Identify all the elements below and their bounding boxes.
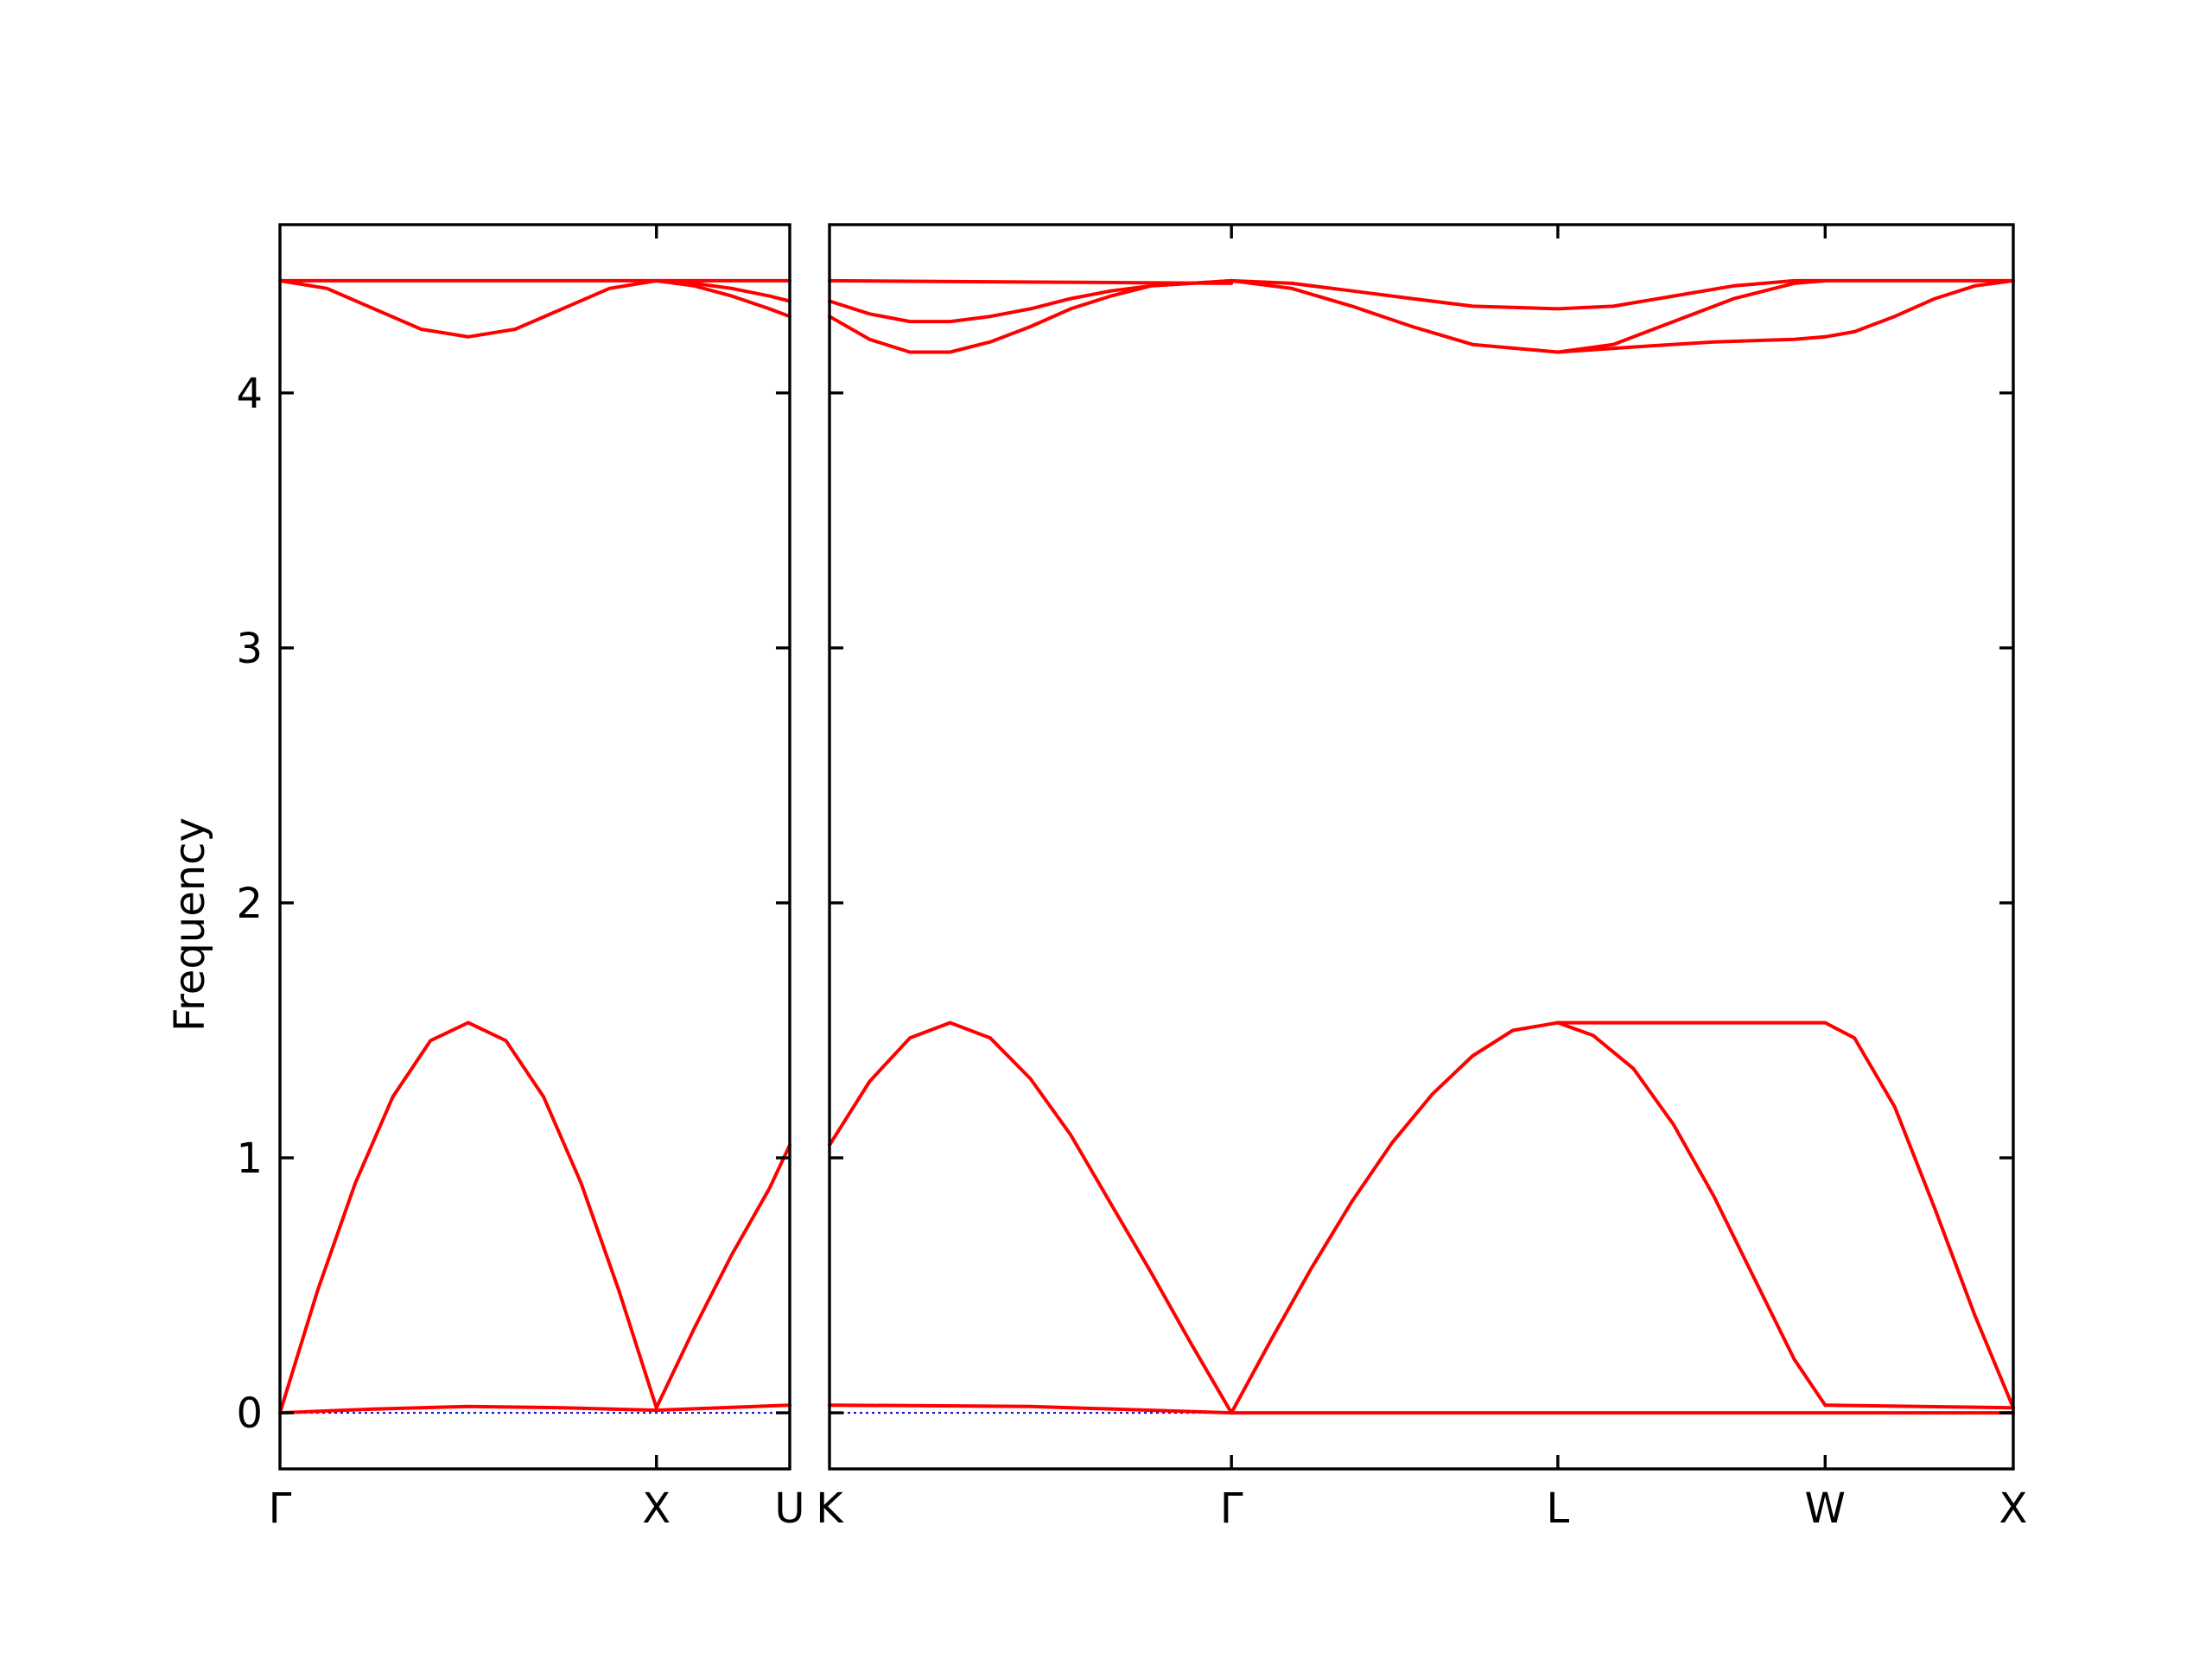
x-tick-label: L xyxy=(1547,1484,1570,1533)
y-tick-label: 3 xyxy=(236,625,263,673)
phonon-band-6 xyxy=(828,1403,1234,1415)
phonon-band-13 xyxy=(1555,278,1827,354)
phonon-band-2 xyxy=(654,1143,791,1410)
phonon-band-5 xyxy=(278,278,658,339)
phonon-band-4 xyxy=(1555,1020,2015,1410)
y-tick-label: 1 xyxy=(236,1135,263,1183)
x-tick-label: U xyxy=(774,1484,804,1533)
phonon-band-10 xyxy=(828,278,1234,354)
phonon-band-9 xyxy=(828,278,1234,324)
phonon-band-2 xyxy=(1230,1020,1560,1415)
phonon-band-5 xyxy=(1823,1403,2015,1410)
y-axis-label: Frequency xyxy=(166,817,214,1032)
y-tick-label: 0 xyxy=(236,1389,263,1438)
y-tick-label: 2 xyxy=(236,880,263,928)
phonon-band-12 xyxy=(1230,278,1560,354)
phonon-band-7 xyxy=(654,278,791,319)
x-tick-label: X xyxy=(642,1484,671,1533)
x-tick-label: K xyxy=(816,1484,844,1533)
phonon-band-3 xyxy=(278,1403,791,1415)
x-tick-label: Γ xyxy=(1220,1484,1243,1533)
phonon-band-11 xyxy=(1230,278,1827,311)
phonon-band-1 xyxy=(278,1020,658,1415)
phonon-band-14 xyxy=(1555,334,1827,354)
phonon-band-1 xyxy=(828,1020,1234,1415)
plot-frame xyxy=(828,223,2015,1471)
phonon-band-16 xyxy=(1823,278,2015,339)
phonon-band-3 xyxy=(1555,1020,1827,1408)
phonon-band-8 xyxy=(828,278,1234,285)
x-tick-label: X xyxy=(1999,1484,2028,1533)
x-tick-label: W xyxy=(1805,1484,1846,1533)
x-tick-label: Γ xyxy=(269,1484,292,1533)
left-panel: 0 1 2 3 4 Γ X U xyxy=(236,223,805,1533)
y-tick-label: 4 xyxy=(236,370,263,418)
plot-frame xyxy=(278,223,791,1471)
